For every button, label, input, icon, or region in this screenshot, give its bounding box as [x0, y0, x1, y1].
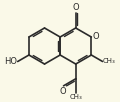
Text: CH₃: CH₃: [103, 59, 116, 64]
Text: O: O: [72, 3, 79, 12]
Text: O: O: [60, 87, 66, 96]
Text: CH₃: CH₃: [69, 94, 82, 100]
Text: O: O: [93, 32, 99, 41]
Text: HO: HO: [4, 57, 17, 66]
